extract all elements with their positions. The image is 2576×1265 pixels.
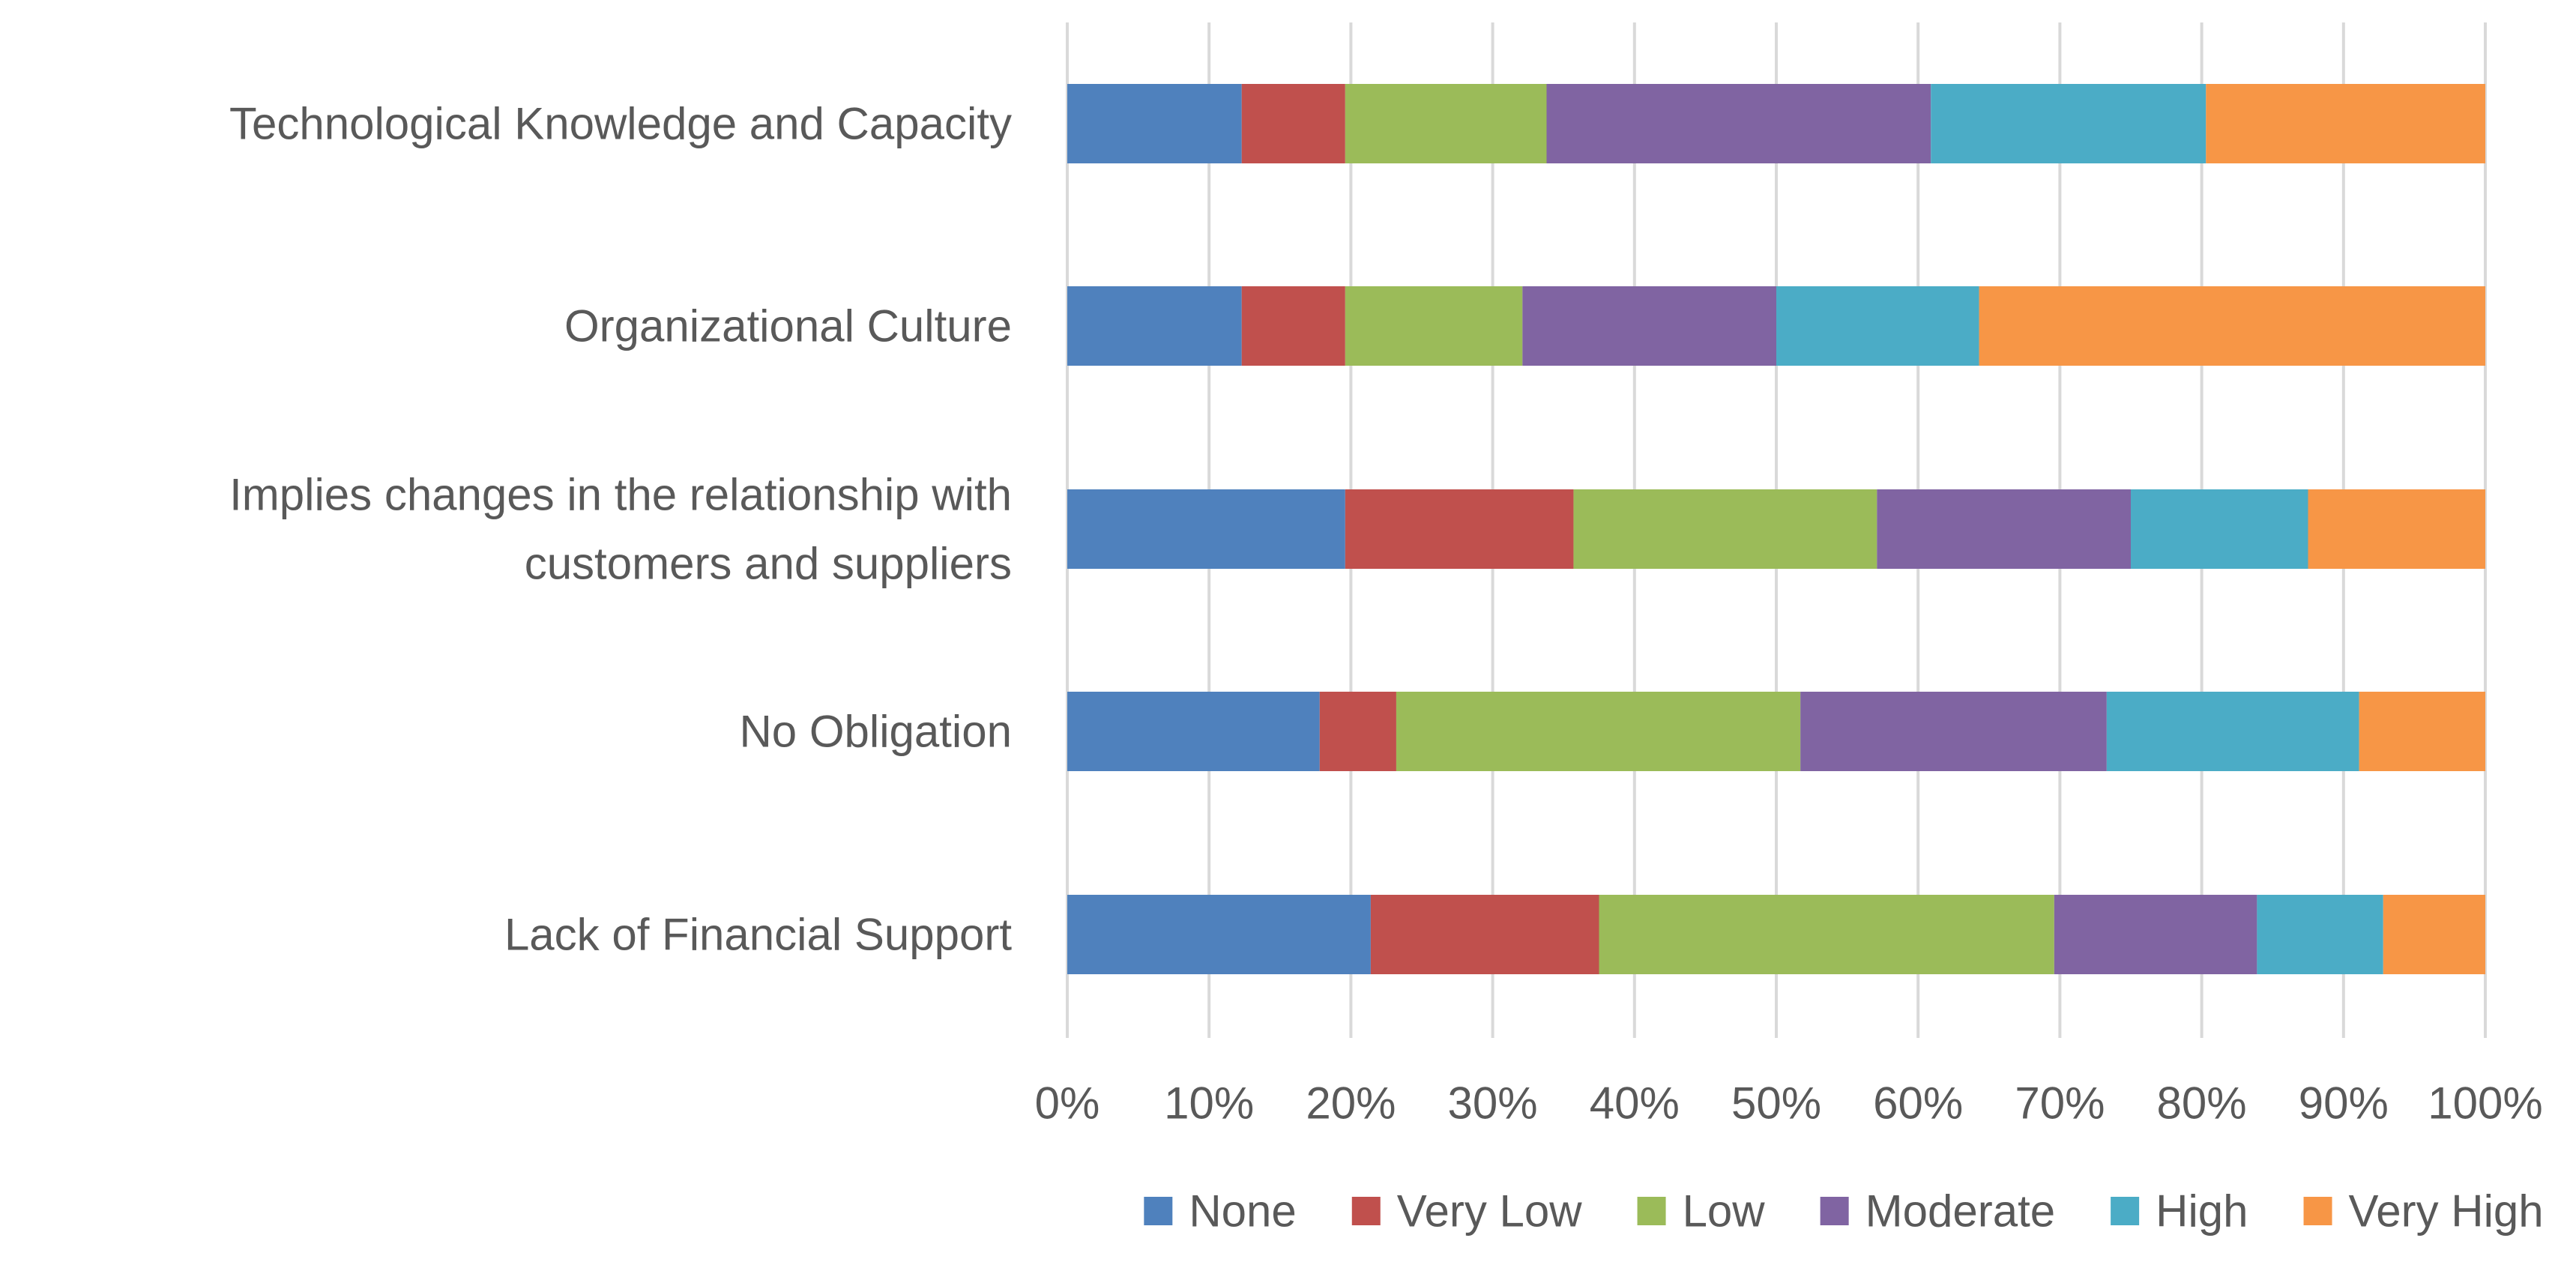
legend-label: Low: [1683, 1186, 1766, 1237]
bar-segment-very-low: [1319, 692, 1396, 771]
legend-item: Low: [1637, 1186, 1766, 1237]
x-tick-label: 90%: [2299, 1078, 2389, 1129]
x-tick-label: 80%: [2157, 1078, 2247, 1129]
legend-swatch: [1144, 1197, 1173, 1225]
legend: None Very Low Low Moderate High Very High: [1144, 1186, 2544, 1237]
bar-segment-low: [1396, 692, 1801, 771]
legend-label: Very High: [2349, 1186, 2544, 1237]
bar-segment-none: [1067, 895, 1371, 974]
x-tick-label: 100%: [2428, 1078, 2542, 1129]
legend-swatch: [1820, 1197, 1849, 1225]
legend-item: Moderate: [1820, 1186, 2055, 1237]
category-label: Organizational Culture: [564, 301, 1012, 351]
bar-segment-high: [2106, 692, 2359, 771]
bar-segment-high: [2131, 489, 2308, 569]
legend-label: Very Low: [1397, 1186, 1582, 1237]
bar-segment-low: [1345, 84, 1547, 163]
bar-row: [1067, 84, 2485, 163]
bar-segment-low: [1599, 895, 2054, 974]
legend-item: High: [2111, 1186, 2248, 1237]
x-tick-labels: 0% 10% 20% 30% 40% 50% 60% 70% 80% 90% 100%: [1035, 1078, 2543, 1129]
bar-segment-moderate: [1522, 286, 1776, 366]
category-label: Lack of Financial Support: [504, 910, 1012, 960]
legend-swatch: [1351, 1197, 1381, 1225]
bar-segment-very-low: [1345, 489, 1574, 569]
legend-item: Very High: [2303, 1186, 2544, 1237]
bar-segment-low: [1573, 489, 1877, 569]
bar-row: [1067, 895, 2485, 974]
bar-row: [1067, 692, 2485, 771]
bar-segment-moderate: [1546, 84, 1931, 163]
legend-swatch: [1637, 1197, 1666, 1225]
x-tick-label: 30%: [1448, 1078, 1538, 1129]
bars: [1067, 84, 2485, 974]
category-label: customers and suppliers: [525, 539, 1012, 589]
bar-segment-very-high: [2308, 489, 2485, 569]
x-tick-label: 50%: [1731, 1078, 1821, 1129]
legend-swatch: [2111, 1197, 2140, 1225]
bar-segment-very-low: [1241, 286, 1345, 366]
category-labels: Technological Knowledge and Capacity Orga…: [229, 99, 1012, 960]
bar-segment-none: [1067, 692, 1320, 771]
bar-segment-none: [1067, 286, 1242, 366]
legend-label: None: [1189, 1186, 1296, 1237]
bar-segment-very-high: [1979, 286, 2485, 366]
x-tick-label: 60%: [1873, 1078, 1963, 1129]
x-tick-label: 10%: [1164, 1078, 1254, 1129]
x-tick-label: 40%: [1590, 1078, 1680, 1129]
bar-segment-very-low: [1370, 895, 1599, 974]
bar-segment-very-high: [2359, 692, 2485, 771]
legend-swatch: [2303, 1197, 2332, 1225]
bar-segment-very-high: [2206, 84, 2485, 163]
legend-item: Very Low: [1351, 1186, 1582, 1237]
x-tick-label: 70%: [2015, 1078, 2105, 1129]
bar-segment-high: [2257, 895, 2383, 974]
bar-segment-very-high: [2383, 895, 2485, 974]
legend-label: High: [2156, 1186, 2248, 1237]
category-label: Implies changes in the relationship with: [229, 470, 1012, 520]
legend-item: None: [1144, 1186, 1297, 1237]
bar-segment-very-low: [1241, 84, 1345, 163]
category-label: No Obligation: [739, 707, 1012, 757]
bar-segment-none: [1067, 489, 1345, 569]
legend-label: Moderate: [1865, 1186, 2055, 1237]
bar-row: [1067, 286, 2485, 366]
bar-row: [1067, 489, 2485, 569]
x-tick-label: 0%: [1035, 1078, 1100, 1129]
bar-segment-low: [1345, 286, 1523, 366]
bar-segment-high: [1931, 84, 2207, 163]
bar-segment-high: [1776, 286, 1979, 366]
x-tick-label: 20%: [1306, 1078, 1396, 1129]
bar-segment-moderate: [2054, 895, 2257, 974]
bar-segment-none: [1067, 84, 1242, 163]
category-label: Technological Knowledge and Capacity: [229, 99, 1012, 149]
bar-segment-moderate: [1877, 489, 2131, 569]
bar-segment-moderate: [1800, 692, 2107, 771]
